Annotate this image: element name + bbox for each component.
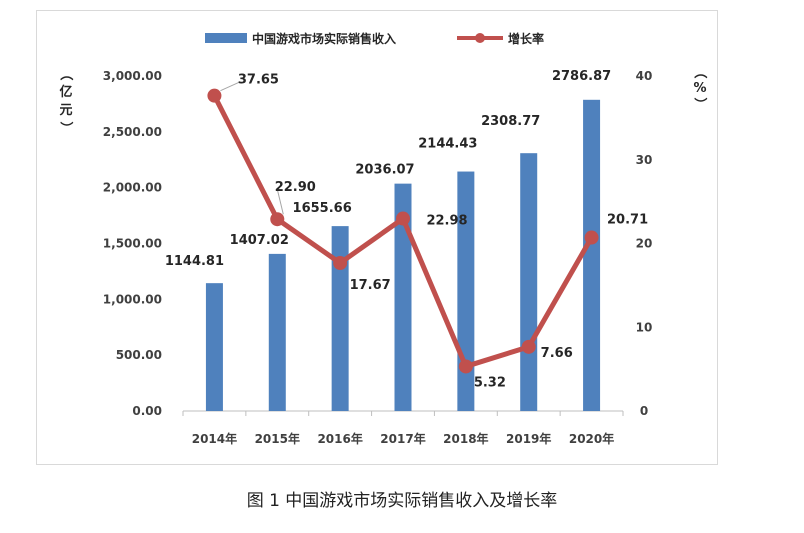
y-right-tick-label: 30 xyxy=(636,153,653,167)
growth-rate-point xyxy=(207,88,222,103)
y-left-tick-label: 3,000.00 xyxy=(103,69,162,83)
legend-bar-swatch xyxy=(205,33,247,43)
bar-data-label: 1655.66 xyxy=(293,201,352,216)
line-data-label: 17.67 xyxy=(350,278,391,293)
bar xyxy=(394,183,412,411)
y-left-tick-label: 0.00 xyxy=(132,404,162,418)
bar-data-label: 2308.77 xyxy=(481,114,540,129)
x-tick-label: 2017年 xyxy=(380,431,425,446)
bar xyxy=(331,226,349,411)
y-left-tick-label: 2,500.00 xyxy=(103,125,162,139)
y-left-tick-label: 1,500.00 xyxy=(103,237,162,251)
growth-rate-point xyxy=(396,211,410,226)
x-tick-label: 2015年 xyxy=(255,431,300,446)
line-data-label: 5.32 xyxy=(474,375,506,390)
y-right-axis-title-char: % xyxy=(693,81,706,96)
bar-data-label: 1144.81 xyxy=(165,254,224,269)
bar xyxy=(583,99,601,412)
line-data-label: 22.98 xyxy=(426,214,467,229)
line-label-leader xyxy=(276,189,284,215)
y-left-axis-title-char: ） xyxy=(58,121,74,134)
growth-rate-point xyxy=(333,256,348,271)
growth-rate-point xyxy=(270,212,285,227)
x-tick-label: 2018年 xyxy=(443,431,488,446)
bar xyxy=(520,153,538,411)
x-tick-label: 2016年 xyxy=(317,431,362,446)
legend-line-label: 增长率 xyxy=(508,31,544,46)
x-tick-label: 2020年 xyxy=(569,431,614,446)
y-right-tick-label: 10 xyxy=(636,320,653,334)
line-label-leader xyxy=(220,81,241,92)
y-right-tick-label: 40 xyxy=(636,69,653,83)
growth-rate-point xyxy=(521,339,536,354)
y-right-axis-title-char: （ xyxy=(692,65,708,78)
bar-data-label: 2144.43 xyxy=(418,137,477,152)
y-left-axis-title-char: 亿 xyxy=(59,84,72,100)
y-left-axis-title-char: （ xyxy=(58,67,74,80)
y-left-axis-title-char: 元 xyxy=(59,103,72,118)
legend-bar-label: 中国游戏市场实际销售收入 xyxy=(252,31,396,46)
line-data-label: 20.71 xyxy=(607,213,648,228)
bar-data-label: 1407.02 xyxy=(230,233,289,248)
line-data-label: 37.65 xyxy=(238,73,279,88)
bar-data-label: 2036.07 xyxy=(355,163,414,178)
bar xyxy=(205,283,223,411)
bar-data-label: 2786.87 xyxy=(552,69,611,84)
legend-line-marker xyxy=(475,33,485,43)
y-right-axis-title-char: ） xyxy=(692,97,708,110)
bar xyxy=(457,171,475,411)
line-data-label: 22.90 xyxy=(275,180,316,195)
y-left-tick-label: 500.00 xyxy=(116,348,162,362)
y-right-tick-label: 20 xyxy=(636,237,653,251)
line-data-label: 7.66 xyxy=(541,346,573,361)
y-left-tick-label: 2,000.00 xyxy=(103,181,162,195)
bar xyxy=(268,253,286,411)
figure-caption: 图 1 中国游戏市场实际销售收入及增长率 xyxy=(246,491,558,511)
x-tick-label: 2014年 xyxy=(192,431,237,446)
y-right-tick-label: 0 xyxy=(640,404,648,418)
growth-rate-point xyxy=(584,230,599,245)
y-left-tick-label: 1,000.00 xyxy=(103,292,162,306)
growth-rate-point xyxy=(458,359,473,374)
x-tick-label: 2019年 xyxy=(506,431,551,446)
